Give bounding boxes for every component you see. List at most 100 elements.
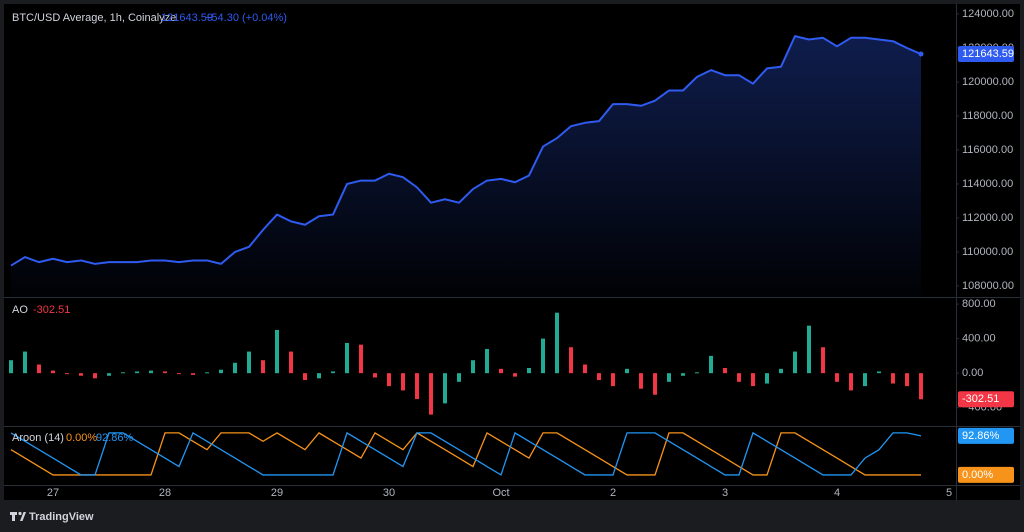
y-tick-label: 108000.00 bbox=[962, 280, 1014, 292]
ao-bar bbox=[331, 371, 335, 374]
ao-bar bbox=[205, 372, 209, 374]
last-price-dot bbox=[918, 51, 924, 57]
ao-bar bbox=[527, 367, 531, 374]
header-last-value: 0.00% bbox=[66, 432, 97, 444]
ao-bar bbox=[79, 373, 83, 376]
ao-bar bbox=[65, 373, 69, 375]
ao-bar bbox=[821, 347, 825, 374]
ao-bar bbox=[737, 373, 741, 382]
y-tick-label: 124000.00 bbox=[962, 8, 1014, 20]
header-last-price: 121643.59 bbox=[161, 12, 213, 24]
ao-bar bbox=[415, 373, 419, 400]
x-tick-label: Oct bbox=[492, 487, 509, 499]
x-tick-label: 30 bbox=[383, 487, 395, 499]
ao-bar bbox=[9, 360, 13, 374]
ao-bar bbox=[233, 362, 237, 374]
ao-bar bbox=[639, 373, 643, 389]
ao-bar bbox=[373, 373, 377, 378]
ao-bar bbox=[709, 355, 713, 374]
tradingview-logo bbox=[10, 511, 26, 521]
ao-bar bbox=[289, 351, 293, 374]
last-value-label: 0.00% bbox=[962, 469, 993, 481]
ao-bar bbox=[23, 351, 27, 374]
y-tick-label: 800.00 bbox=[962, 298, 996, 310]
aroon-line bbox=[10, 431, 921, 476]
last-value-box bbox=[958, 46, 1014, 63]
price-line bbox=[10, 35, 922, 267]
ao-bar bbox=[653, 373, 657, 395]
ao-bar bbox=[107, 373, 111, 376]
ao-bar bbox=[583, 364, 587, 374]
pane-title: Aroon (14) bbox=[12, 432, 64, 444]
ao-bar bbox=[597, 373, 601, 381]
ao-bar bbox=[443, 373, 447, 404]
ao-bar bbox=[485, 348, 489, 374]
price-area bbox=[11, 36, 921, 297]
ao-bar bbox=[177, 373, 181, 375]
y-tick-label: 112000.00 bbox=[962, 212, 1013, 224]
last-value-box bbox=[958, 466, 1014, 483]
x-tick-label: 28 bbox=[159, 487, 171, 499]
ao-bar bbox=[611, 373, 615, 387]
ao-bar bbox=[261, 360, 265, 374]
ao-bar bbox=[793, 351, 797, 374]
ao-bar bbox=[807, 325, 811, 374]
ao-bar bbox=[625, 368, 629, 374]
y-tick-label: 400.00 bbox=[962, 333, 996, 345]
y-tick-label: 0.00 bbox=[962, 367, 983, 379]
ao-bar bbox=[863, 373, 867, 387]
footer-brand: TradingView bbox=[29, 511, 94, 523]
ao-bar bbox=[359, 344, 363, 374]
ao-bar bbox=[513, 373, 517, 377]
ao-bar bbox=[51, 370, 55, 374]
ao-bar bbox=[387, 373, 391, 387]
ao-bar bbox=[121, 372, 125, 374]
ao-bar bbox=[667, 373, 671, 382]
ao-bar bbox=[247, 351, 251, 374]
aroon-line bbox=[10, 431, 922, 476]
ao-bar bbox=[93, 373, 97, 379]
x-tick-label: 27 bbox=[47, 487, 59, 499]
ao-bar bbox=[37, 364, 41, 374]
ao-bar bbox=[317, 373, 321, 379]
ao-bar bbox=[877, 371, 881, 374]
ao-bar bbox=[849, 373, 853, 391]
ao-bar bbox=[891, 373, 895, 384]
ao-bar bbox=[471, 360, 475, 374]
header-last-value: 92.86% bbox=[96, 432, 134, 444]
y-tick-label: 114000.00 bbox=[962, 178, 1013, 190]
pane-title: AO bbox=[12, 304, 28, 316]
last-value-label: -302.51 bbox=[962, 393, 999, 405]
x-tick-label: 4 bbox=[834, 487, 840, 499]
ao-bar bbox=[163, 371, 167, 374]
x-tick-label: 3 bbox=[722, 487, 728, 499]
ao-bar bbox=[779, 368, 783, 374]
header-last-value: -302.51 bbox=[33, 304, 70, 316]
y-tick-label: 116000.00 bbox=[962, 144, 1013, 156]
ao-bar bbox=[681, 373, 685, 376]
ao-bar bbox=[695, 372, 699, 374]
header-change: +54.30 (+0.04%) bbox=[205, 12, 287, 24]
ao-bar bbox=[723, 367, 727, 374]
ao-bar bbox=[835, 373, 839, 382]
overlay: 108000.00 110000.00 112000.00 114000.00 1160… bbox=[12, 8, 1014, 499]
last-value-label: 121643.59 bbox=[962, 48, 1014, 60]
y-tick-label: 120000.00 bbox=[962, 76, 1014, 88]
last-value-box bbox=[958, 427, 1014, 444]
y-tick-label: 118000.00 bbox=[962, 110, 1013, 122]
plot-area bbox=[9, 35, 924, 476]
ao-bar bbox=[149, 370, 153, 374]
x-tick-label: 5 bbox=[946, 487, 952, 499]
ao-bar bbox=[905, 373, 909, 387]
ao-bar bbox=[191, 373, 195, 375]
ao-bar bbox=[541, 338, 545, 374]
ao-bar bbox=[429, 373, 433, 415]
ao-bar bbox=[555, 312, 559, 374]
last-value-label: 92.86% bbox=[962, 430, 1000, 442]
ao-bar bbox=[569, 347, 573, 374]
ao-bar bbox=[303, 373, 307, 381]
ao-bar bbox=[275, 329, 279, 374]
ao-bar bbox=[135, 371, 139, 374]
